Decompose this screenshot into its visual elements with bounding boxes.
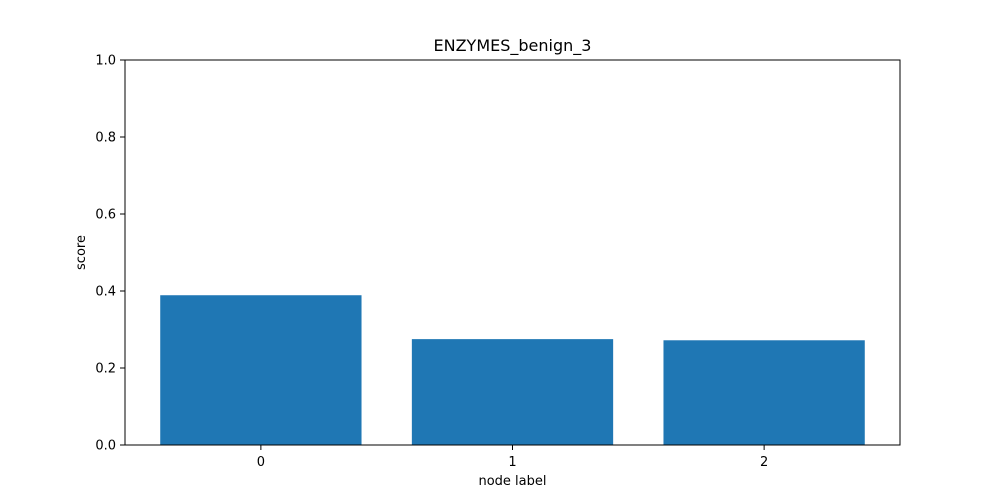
y-tick-label: 1.0: [95, 54, 116, 69]
y-axis-title: score: [74, 235, 89, 270]
bar-0: [160, 295, 362, 445]
y-tick-label: 0.0: [95, 439, 116, 454]
bar-1: [411, 339, 614, 445]
y-tick-label: 0.8: [95, 131, 116, 146]
x-axis-title: node label: [478, 474, 546, 489]
x-axis-ticks: 0 1 2: [257, 445, 768, 470]
y-tick-label: 0.6: [95, 208, 116, 223]
x-tick-label: 1: [508, 455, 516, 470]
bar-2: [663, 340, 865, 445]
chart-title: ENZYMES_benign_3: [434, 36, 592, 56]
x-tick-label: 2: [760, 455, 768, 470]
y-tick-label: 0.2: [95, 362, 116, 377]
x-tick-label: 0: [257, 455, 265, 470]
y-axis-ticks: 0.0 0.2 0.4 0.6 0.8 1.0: [95, 54, 125, 454]
y-tick-label: 0.4: [95, 285, 116, 300]
bars-layer: [160, 295, 865, 445]
